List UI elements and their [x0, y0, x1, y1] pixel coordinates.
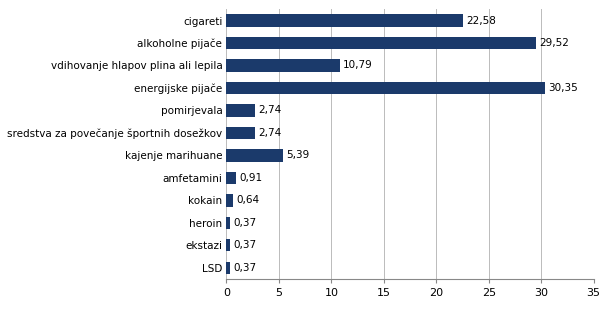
Text: 2,74: 2,74	[258, 105, 282, 115]
Bar	[226, 262, 230, 274]
Text: 29,52: 29,52	[539, 38, 569, 48]
Bar	[226, 104, 255, 117]
Bar	[226, 127, 255, 139]
Text: 2,74: 2,74	[258, 128, 282, 138]
Bar	[226, 149, 283, 162]
Text: 30,35: 30,35	[548, 83, 578, 93]
Text: 0,37: 0,37	[233, 240, 256, 250]
Text: 5,39: 5,39	[286, 150, 310, 160]
Bar	[226, 172, 236, 184]
Text: 22,58: 22,58	[466, 16, 496, 25]
Bar	[226, 37, 536, 49]
Bar	[226, 239, 230, 251]
Bar	[226, 82, 545, 94]
Text: 10,79: 10,79	[343, 60, 373, 70]
Bar	[226, 217, 230, 229]
Bar	[226, 194, 233, 206]
Text: 0,37: 0,37	[233, 263, 256, 273]
Text: 0,64: 0,64	[236, 195, 259, 205]
Bar	[226, 14, 463, 27]
Bar	[226, 59, 340, 72]
Text: 0,91: 0,91	[239, 173, 263, 183]
Text: 0,37: 0,37	[233, 218, 256, 228]
